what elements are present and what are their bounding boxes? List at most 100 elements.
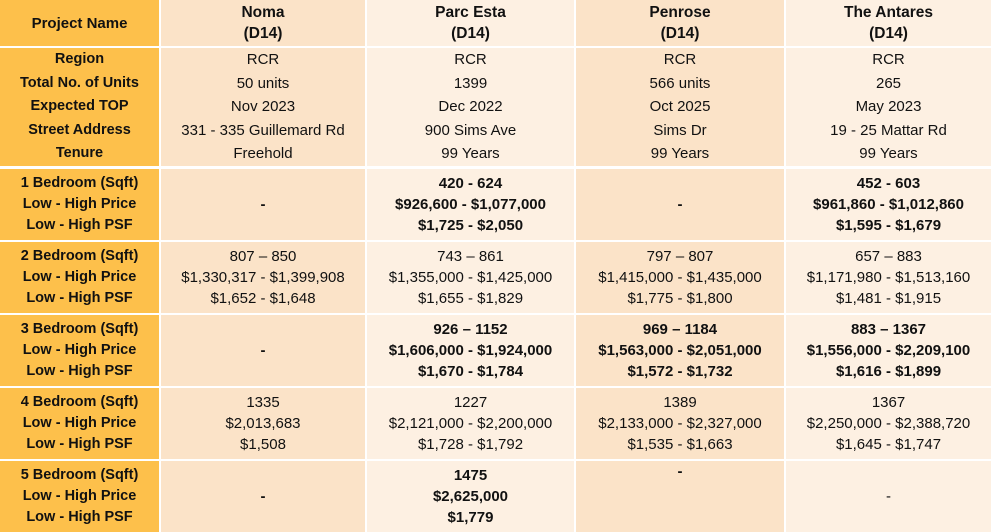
bedroom-label: 1 Bedroom (Sqft) xyxy=(20,174,139,191)
bedroom-value: $961,860 - $1,012,860 xyxy=(813,195,964,213)
bedroom-label: Low - High PSF xyxy=(26,216,133,233)
bedroom-value: $1,616 - $1,899 xyxy=(835,362,942,380)
bedroom-value-cell: - xyxy=(576,460,784,532)
bedroom-value: 969 – 1184 xyxy=(642,320,718,338)
row-value: Freehold xyxy=(161,142,365,166)
bedroom-value: $1,652 - $1,648 xyxy=(210,289,316,307)
row-value: 1399 xyxy=(367,71,574,95)
row-value: Sims Dr xyxy=(576,118,784,142)
bedroom-value: $2,250,000 - $2,388,720 xyxy=(806,414,971,432)
bedroom-value: $2,625,000 xyxy=(432,487,509,505)
row-value: 900 Sims Ave xyxy=(367,118,574,142)
bedroom-label-cell-1: 1 Bedroom (Sqft) Low - High Price Low - Hi… xyxy=(0,168,159,240)
bedroom-value: 420 - 624 xyxy=(438,174,503,192)
bedroom-value: 797 – 807 xyxy=(646,247,714,265)
row-value: Nov 2023 xyxy=(161,95,365,119)
bedroom-value-cell: - xyxy=(161,168,365,240)
row-value-text: 99 Years xyxy=(441,145,500,163)
bedroom-value: 1227 xyxy=(453,393,488,411)
bedroom-value: $1,508 xyxy=(240,435,286,453)
row-value-text: Freehold xyxy=(233,145,293,163)
bedroom-label: 3 Bedroom (Sqft) xyxy=(20,320,139,337)
bedroom-value-cell: - xyxy=(161,314,365,386)
bedroom-value: $2,121,000 - $2,200,000 xyxy=(388,414,553,432)
bedroom-value-cell: 969 – 1184 $1,563,000 - $2,051,000 $1,572 … xyxy=(576,314,784,386)
project-district: (D14) xyxy=(451,25,490,42)
bedroom-label-cell-4: 4 Bedroom (Sqft) Low - High Price Low - Hi… xyxy=(0,387,159,459)
bedroom-value: 1335 xyxy=(246,393,280,411)
bedroom-value-cell: - xyxy=(576,168,784,240)
bedroom-value: $2,133,000 - $2,327,000 xyxy=(598,414,762,432)
bedroom-label: Low - High PSF xyxy=(26,508,133,525)
row-value-text: RCR xyxy=(246,51,280,69)
header-project-3: Penrose (D14) xyxy=(576,0,784,46)
row-label-2: Expected TOP xyxy=(0,95,159,119)
row-value: RCR xyxy=(367,48,574,72)
bedroom-label: Low - High Price xyxy=(22,341,137,358)
row-value-text: May 2023 xyxy=(855,98,922,116)
row-value-text: 566 units xyxy=(649,74,711,92)
project-name: Noma xyxy=(241,4,285,21)
bedroom-value-cell: 797 – 807 $1,415,000 - $1,435,000 $1,775 -… xyxy=(576,241,784,313)
bedroom-value: 743 – 861 xyxy=(437,247,504,265)
bedroom-label: Low - High Price xyxy=(22,414,137,431)
row-value-text: 900 Sims Ave xyxy=(424,121,517,139)
row-value-text: Oct 2025 xyxy=(649,98,711,116)
bedroom-value-cell: 807 – 850 $1,330,317 - $1,399,908 $1,652 -… xyxy=(161,241,365,313)
bedroom-value: - xyxy=(260,195,266,213)
bedroom-value-cell: 883 – 1367 $1,556,000 - $2,209,100 $1,616 … xyxy=(786,314,991,386)
row-label: Tenure xyxy=(55,145,104,162)
bedroom-label-cell-5: 5 Bedroom (Sqft) Low - High Price Low - Hi… xyxy=(0,460,159,532)
bedroom-label: Low - High Price xyxy=(22,195,137,212)
bedroom-value: $1,171,980 - $1,513,160 xyxy=(806,268,971,286)
bedroom-value: - xyxy=(886,487,891,505)
bedroom-value: 1389 xyxy=(663,393,697,411)
header-project-4: The Antares (D14) xyxy=(786,0,991,46)
row-value: 19 - 25 Mattar Rd xyxy=(786,118,991,142)
bedroom-value: - xyxy=(677,195,683,213)
row-value: RCR xyxy=(576,48,784,72)
bedroom-value-cell: 420 - 624 $926,600 - $1,077,000 $1,725 - $… xyxy=(367,168,574,240)
bedroom-value: $1,779 xyxy=(447,508,494,526)
bedroom-value: $1,355,000 - $1,425,000 xyxy=(388,268,553,286)
row-value: 99 Years xyxy=(786,142,991,166)
project-district: (D14) xyxy=(869,25,908,42)
row-value: RCR xyxy=(786,48,991,72)
row-value: Dec 2022 xyxy=(367,95,574,119)
row-label: Expected TOP xyxy=(30,98,129,115)
bedroom-value-cell: 1389 $2,133,000 - $2,327,000 $1,535 - $1,6… xyxy=(576,387,784,459)
bedroom-label: 2 Bedroom (Sqft) xyxy=(20,247,139,264)
bedroom-value: $1,330,317 - $1,399,908 xyxy=(181,268,345,286)
bedroom-value: 452 - 603 xyxy=(856,174,921,192)
row-value-text: 50 units xyxy=(236,74,290,92)
bedroom-value-cell: 1367 $2,250,000 - $2,388,720 $1,645 - $1,7… xyxy=(786,387,991,459)
bedroom-value: $1,645 - $1,747 xyxy=(835,435,942,453)
bedroom-value-cell: 1475 $2,625,000 $1,779 xyxy=(367,460,574,532)
bedroom-value: $1,606,000 - $1,924,000 xyxy=(388,341,553,359)
bedroom-value: 1475 xyxy=(453,466,488,484)
row-value: 99 Years xyxy=(367,142,574,166)
row-value: 265 xyxy=(786,71,991,95)
bedroom-label: 4 Bedroom (Sqft) xyxy=(20,393,139,410)
bedroom-value-cell: - xyxy=(786,460,991,532)
row-label-0: Region xyxy=(0,48,159,72)
project-district: (D14) xyxy=(660,25,700,42)
row-value: RCR xyxy=(161,48,365,72)
bedroom-value-cell: 926 – 1152 $1,606,000 - $1,924,000 $1,670 … xyxy=(367,314,574,386)
bedroom-value-cell: - xyxy=(161,460,365,532)
row-value: May 2023 xyxy=(786,95,991,119)
bedroom-value-cell: 452 - 603 $961,860 - $1,012,860 $1,595 - $… xyxy=(786,168,991,240)
bedroom-label-cell-3: 3 Bedroom (Sqft) Low - High Price Low - Hi… xyxy=(0,314,159,386)
bedroom-value: - xyxy=(677,462,683,480)
bedroom-value: $1,670 - $1,784 xyxy=(417,362,524,380)
bedroom-value: - xyxy=(260,487,266,505)
header-project-2: Parc Esta (D14) xyxy=(367,0,574,46)
row-label: Street Address xyxy=(28,121,131,138)
bedroom-value-cell: 1335 $2,013,683 $1,508 xyxy=(161,387,365,459)
bedroom-label: Low - High PSF xyxy=(26,362,133,379)
bedroom-label: Low - High PSF xyxy=(26,289,133,306)
bedroom-value-cell: 743 – 861 $1,355,000 - $1,425,000 $1,655 -… xyxy=(367,241,574,313)
row-label-4: Tenure xyxy=(0,142,159,166)
row-value: 331 - 335 Guillemard Rd xyxy=(161,118,365,142)
